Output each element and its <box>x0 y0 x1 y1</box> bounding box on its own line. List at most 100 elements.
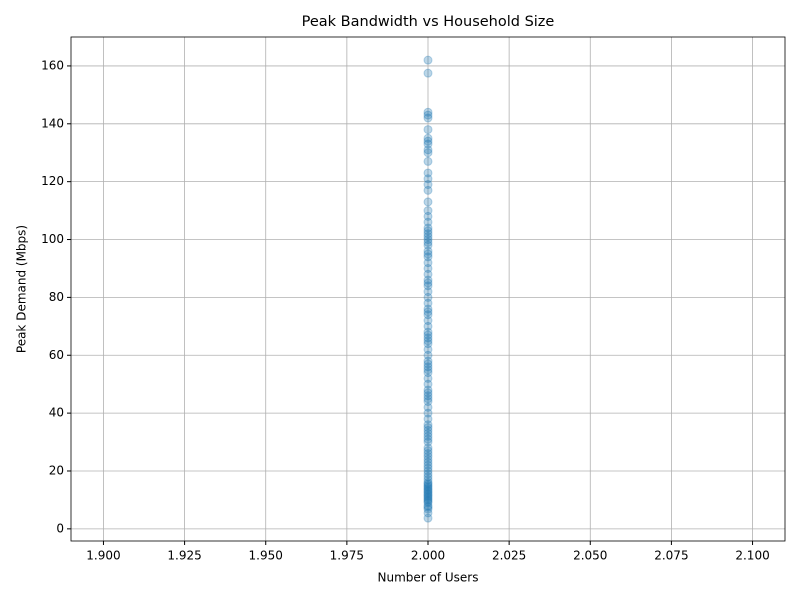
point <box>423 428 433 438</box>
y-tick-label: 20 <box>49 463 64 477</box>
point <box>423 333 433 343</box>
point <box>423 223 433 233</box>
point <box>423 434 433 444</box>
point <box>423 492 433 502</box>
point <box>423 344 433 354</box>
point <box>423 206 433 216</box>
x-tick-label: 1.975 <box>330 549 364 563</box>
point <box>423 362 433 372</box>
point <box>423 496 433 506</box>
point <box>423 145 433 155</box>
x-tick-label: 1.950 <box>249 549 283 563</box>
point <box>423 480 433 490</box>
point <box>423 275 433 285</box>
point <box>423 350 433 360</box>
point <box>423 431 433 441</box>
point <box>423 394 433 404</box>
point <box>423 321 433 331</box>
point <box>423 373 433 383</box>
point <box>423 498 433 508</box>
y-tick-label: 80 <box>49 290 64 304</box>
point <box>423 457 433 467</box>
x-tick-label: 2.000 <box>411 549 445 563</box>
point <box>423 397 433 407</box>
y-tick-label: 40 <box>49 406 64 420</box>
point <box>423 211 433 221</box>
y-tick-label: 140 <box>41 116 64 130</box>
point <box>423 501 433 511</box>
x-tick-label: 2.025 <box>492 549 526 563</box>
point <box>423 249 433 259</box>
point <box>423 107 433 117</box>
point <box>423 263 433 273</box>
point <box>423 246 433 256</box>
point <box>423 258 433 268</box>
x-tick-label: 1.925 <box>167 549 201 563</box>
point <box>423 174 433 184</box>
point <box>423 136 433 146</box>
point <box>423 475 433 485</box>
point <box>423 483 433 493</box>
point <box>423 292 433 302</box>
point <box>423 486 433 496</box>
point <box>423 327 433 337</box>
point <box>423 125 433 135</box>
point <box>423 180 433 190</box>
point <box>423 235 433 245</box>
point <box>423 110 433 120</box>
point <box>423 472 433 482</box>
y-tick-label: 0 <box>56 521 64 535</box>
point <box>423 232 433 242</box>
point <box>423 454 433 464</box>
point <box>423 502 433 512</box>
point <box>423 495 433 505</box>
point <box>423 493 433 503</box>
point <box>423 379 433 389</box>
point <box>423 307 433 317</box>
x-tick-label: 1.900 <box>86 549 120 563</box>
point <box>423 478 433 488</box>
y-tick-label: 100 <box>41 232 64 246</box>
y-tick-label: 60 <box>49 348 64 362</box>
point <box>423 437 433 447</box>
point <box>423 217 433 227</box>
point <box>423 148 433 158</box>
point <box>423 298 433 308</box>
point <box>423 336 433 346</box>
point <box>423 226 433 236</box>
point <box>423 508 433 518</box>
point <box>423 55 433 65</box>
point <box>423 425 433 435</box>
point <box>423 339 433 349</box>
point <box>423 252 433 262</box>
point <box>423 168 433 178</box>
point <box>423 359 433 369</box>
point <box>423 420 433 430</box>
x-tick-label: 2.050 <box>573 549 607 563</box>
y-axis-label: Peak Demand (Mbps) <box>15 225 29 353</box>
point <box>423 365 433 375</box>
point <box>423 482 433 492</box>
point <box>423 443 433 453</box>
point <box>423 281 433 291</box>
point <box>423 504 433 514</box>
point <box>423 368 433 378</box>
point <box>423 491 433 501</box>
x-axis-label: Number of Users <box>377 571 478 585</box>
point <box>423 449 433 459</box>
point <box>423 316 433 326</box>
point <box>423 229 433 239</box>
point <box>423 139 433 149</box>
point <box>423 423 433 433</box>
point <box>423 388 433 398</box>
point <box>423 356 433 366</box>
point <box>423 414 433 424</box>
point <box>423 269 433 279</box>
y-tick-label: 120 <box>41 174 64 188</box>
point <box>423 278 433 288</box>
point <box>423 185 433 195</box>
y-tick-label: 160 <box>41 58 64 72</box>
plot-frame <box>70 36 786 542</box>
point <box>423 485 433 495</box>
